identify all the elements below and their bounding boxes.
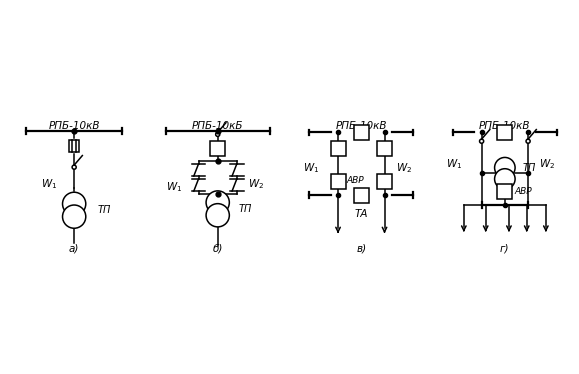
- Text: в): в): [356, 243, 367, 253]
- Bar: [497, 184, 512, 199]
- Circle shape: [479, 139, 483, 143]
- Text: ТП: ТП: [97, 205, 111, 215]
- Text: РПБ-10кБ: РПБ-10кБ: [192, 121, 243, 131]
- Bar: [354, 188, 369, 203]
- Text: ТП: ТП: [238, 204, 252, 214]
- Text: РПБ-10кВ: РПБ-10кВ: [49, 121, 100, 131]
- Text: $W_1$: $W_1$: [42, 177, 58, 191]
- Bar: [377, 174, 392, 189]
- Circle shape: [72, 165, 76, 169]
- Text: $W_2$: $W_2$: [539, 157, 555, 171]
- Text: АВР: АВР: [514, 187, 532, 196]
- Text: $W_2$: $W_2$: [248, 177, 264, 191]
- Text: $W_2$: $W_2$: [395, 161, 412, 175]
- Bar: [210, 141, 225, 156]
- Text: б): б): [212, 243, 223, 253]
- Circle shape: [494, 157, 515, 178]
- Circle shape: [215, 132, 220, 137]
- Text: РПБ-10кВ: РПБ-10кВ: [336, 121, 387, 131]
- Bar: [331, 174, 346, 189]
- Text: РПБ-10кВ: РПБ-10кВ: [479, 121, 530, 131]
- Bar: [354, 125, 369, 140]
- Text: АВР: АВР: [346, 176, 364, 185]
- Bar: [331, 141, 346, 156]
- Text: г): г): [500, 243, 510, 253]
- Circle shape: [63, 192, 86, 215]
- Bar: [377, 141, 392, 156]
- Circle shape: [206, 191, 229, 214]
- Circle shape: [494, 169, 515, 189]
- Text: ТП: ТП: [523, 163, 536, 173]
- Circle shape: [526, 139, 530, 143]
- Bar: [497, 125, 512, 140]
- Text: $W_1$: $W_1$: [303, 161, 319, 175]
- Text: а): а): [69, 243, 79, 253]
- Bar: [69, 140, 79, 152]
- Text: $W_1$: $W_1$: [446, 157, 463, 171]
- Circle shape: [63, 205, 86, 228]
- Circle shape: [206, 204, 229, 227]
- Text: $W_1$: $W_1$: [166, 180, 182, 194]
- Text: ТА: ТА: [354, 209, 368, 219]
